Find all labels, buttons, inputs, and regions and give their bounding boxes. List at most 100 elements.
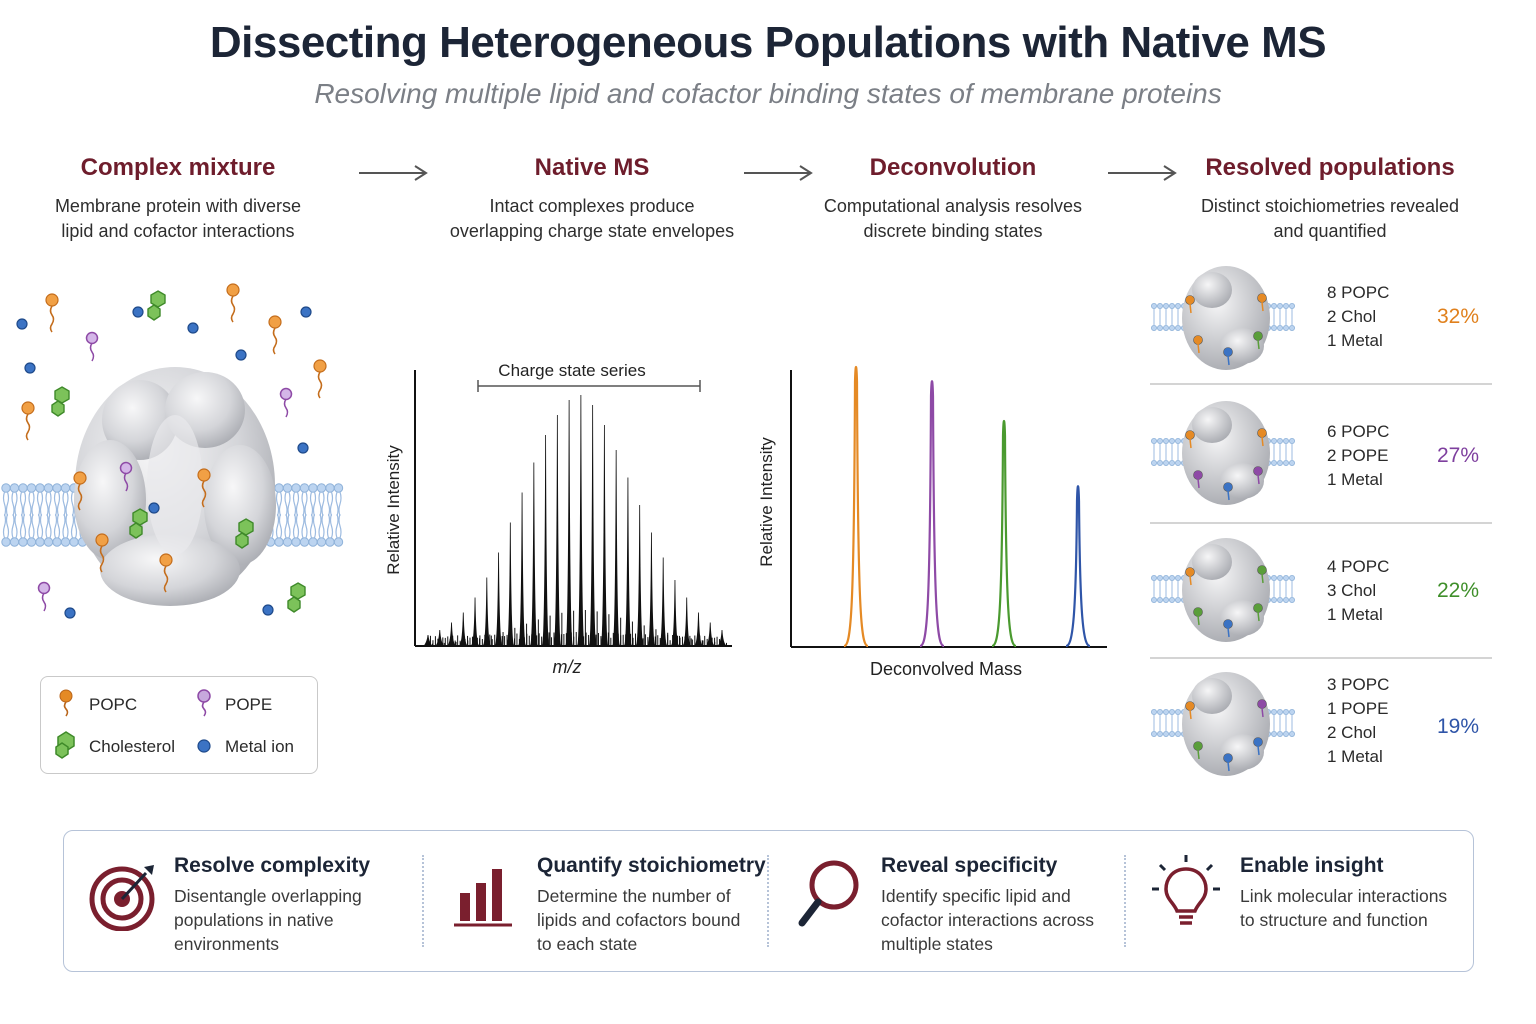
lipid-head: [1271, 303, 1278, 310]
lipid-head: [1277, 709, 1284, 716]
lipid-tail: [22, 491, 27, 517]
lipid-head: [1168, 597, 1175, 604]
cholesterol-icon: [55, 731, 75, 759]
lipid-head: [1277, 575, 1284, 582]
metal-ion-icon: [148, 502, 160, 514]
composition-line: 1 Metal: [1327, 470, 1383, 489]
metal-ion-icon: [197, 739, 211, 753]
composition-line: 1 Metal: [1327, 331, 1383, 350]
lipid-tail: [275, 513, 280, 539]
lipid-head: [1271, 460, 1278, 467]
benefit-description: Determine the number of lipids and cofac…: [537, 884, 740, 956]
ligand-tail: [1227, 490, 1230, 501]
popc-lipid-icon: [159, 553, 173, 567]
bound-ligand: [1253, 737, 1263, 747]
population-row: 3 POPC 1 POPE 2 Chol 1 Metal 19%: [1145, 663, 1495, 788]
lipid-head: [1151, 303, 1157, 310]
lipid-head: [1271, 597, 1278, 604]
lipid-head: [1271, 438, 1278, 445]
lipid-head: [69, 537, 79, 547]
benefit-description-line: Identify specific lipid and: [881, 886, 1071, 906]
lipid-head: [1162, 303, 1169, 310]
lipid-head: [1174, 597, 1181, 604]
y-axis-label: Relative Intensity: [757, 437, 776, 567]
legend-label-popc: POPC: [89, 695, 138, 714]
benefit-description-line: environments: [174, 934, 280, 954]
lipid-head: [1174, 303, 1181, 310]
lipid-head: [1174, 709, 1181, 716]
lipid-tail: [48, 513, 52, 539]
charge-state-peak: [506, 522, 515, 646]
charge-state-peak: [424, 634, 432, 646]
bound-ligand: [1185, 701, 1195, 711]
y-axis-label: Relative Intensity: [384, 445, 403, 575]
lipid-tail: [295, 491, 300, 517]
lipid-head: [43, 483, 54, 493]
cholesterol-icon: [132, 508, 148, 526]
deconvolved-mass-peak: [991, 419, 1017, 648]
lipid-head: [1151, 731, 1157, 738]
lipid-head: [1282, 731, 1289, 738]
popc-lipid-icon: [45, 293, 59, 307]
composition-line: 3 POPC: [1327, 675, 1390, 694]
benefit-description-line: Disentangle overlapping: [174, 886, 362, 906]
lipid-tail: [73, 513, 78, 539]
lipid-head: [1282, 325, 1289, 332]
lipid-tail: [335, 513, 339, 539]
lipid-tail: [28, 491, 32, 517]
lipid-tail: [14, 491, 18, 517]
lipid-tail: [329, 513, 334, 539]
lipid-tail: [14, 513, 18, 539]
lipid-head: [274, 537, 284, 547]
ligand-tail: [1197, 615, 1200, 626]
lipid-head: [1174, 438, 1181, 445]
lipid-head: [308, 537, 318, 547]
lipid-head: [274, 483, 284, 493]
protein-state-thumbnail: [1151, 672, 1295, 776]
lipid-head: [52, 483, 62, 493]
benefit-description-line: Link molecular interactions: [1240, 886, 1448, 906]
lipid-head: [1157, 325, 1163, 332]
lipid-tail: [123, 472, 129, 492]
lipid-tail: [312, 491, 317, 517]
lipid-head: [26, 483, 37, 493]
charge-state-peak: [659, 557, 668, 646]
step-description: Membrane protein with diverse lipid and …: [28, 194, 328, 244]
legend-label-metal-ion: Metal ion: [225, 737, 294, 756]
lipid-head: [1, 537, 11, 547]
lipid-head: [325, 483, 335, 493]
population-composition: 8 POPC 2 Chol 1 Metal: [1327, 281, 1389, 353]
lipid-head: [291, 483, 301, 493]
charge-state-peak: [588, 404, 597, 646]
lipid-head: [1157, 597, 1163, 604]
lipid-head: [1157, 575, 1163, 582]
benefit-description: Disentangle overlapping populations in n…: [174, 884, 362, 956]
lightbulb-icon: [1152, 855, 1220, 925]
charge-state-peak: [635, 504, 644, 646]
charge-state-peak: [612, 449, 621, 646]
bound-ligand: [1223, 482, 1233, 492]
lipid-tail: [275, 491, 280, 517]
lipid-head: [299, 483, 310, 493]
lipid-head: [1151, 575, 1157, 582]
lipid-tail: [309, 513, 314, 539]
lipid-tail: [201, 480, 207, 508]
population-row: 6 POPC 2 POPE 1 Metal 27%: [1145, 390, 1495, 515]
benefit-description-line: cofactor interactions across: [881, 910, 1095, 930]
lipid-head: [1168, 460, 1175, 467]
lipid-tail: [11, 513, 15, 539]
lipid-tail: [338, 491, 342, 517]
divider: [1124, 855, 1126, 947]
population-percent: 32%: [1436, 305, 1479, 328]
pope-lipid-icon: [85, 331, 99, 345]
lipid-head: [1288, 731, 1295, 738]
lipid-tail: [321, 491, 325, 517]
legend-label-pope: POPE: [225, 695, 273, 714]
charge-state-peak: [471, 597, 479, 646]
lipid-tail: [284, 491, 288, 517]
composition-line: 1 Metal: [1327, 605, 1383, 624]
bar-chart-icon: [454, 869, 512, 927]
bound-ligand: [1185, 567, 1195, 577]
step-description: Distinct stoichiometries revealed and qu…: [1180, 194, 1480, 244]
lipid-head: [1157, 460, 1163, 467]
